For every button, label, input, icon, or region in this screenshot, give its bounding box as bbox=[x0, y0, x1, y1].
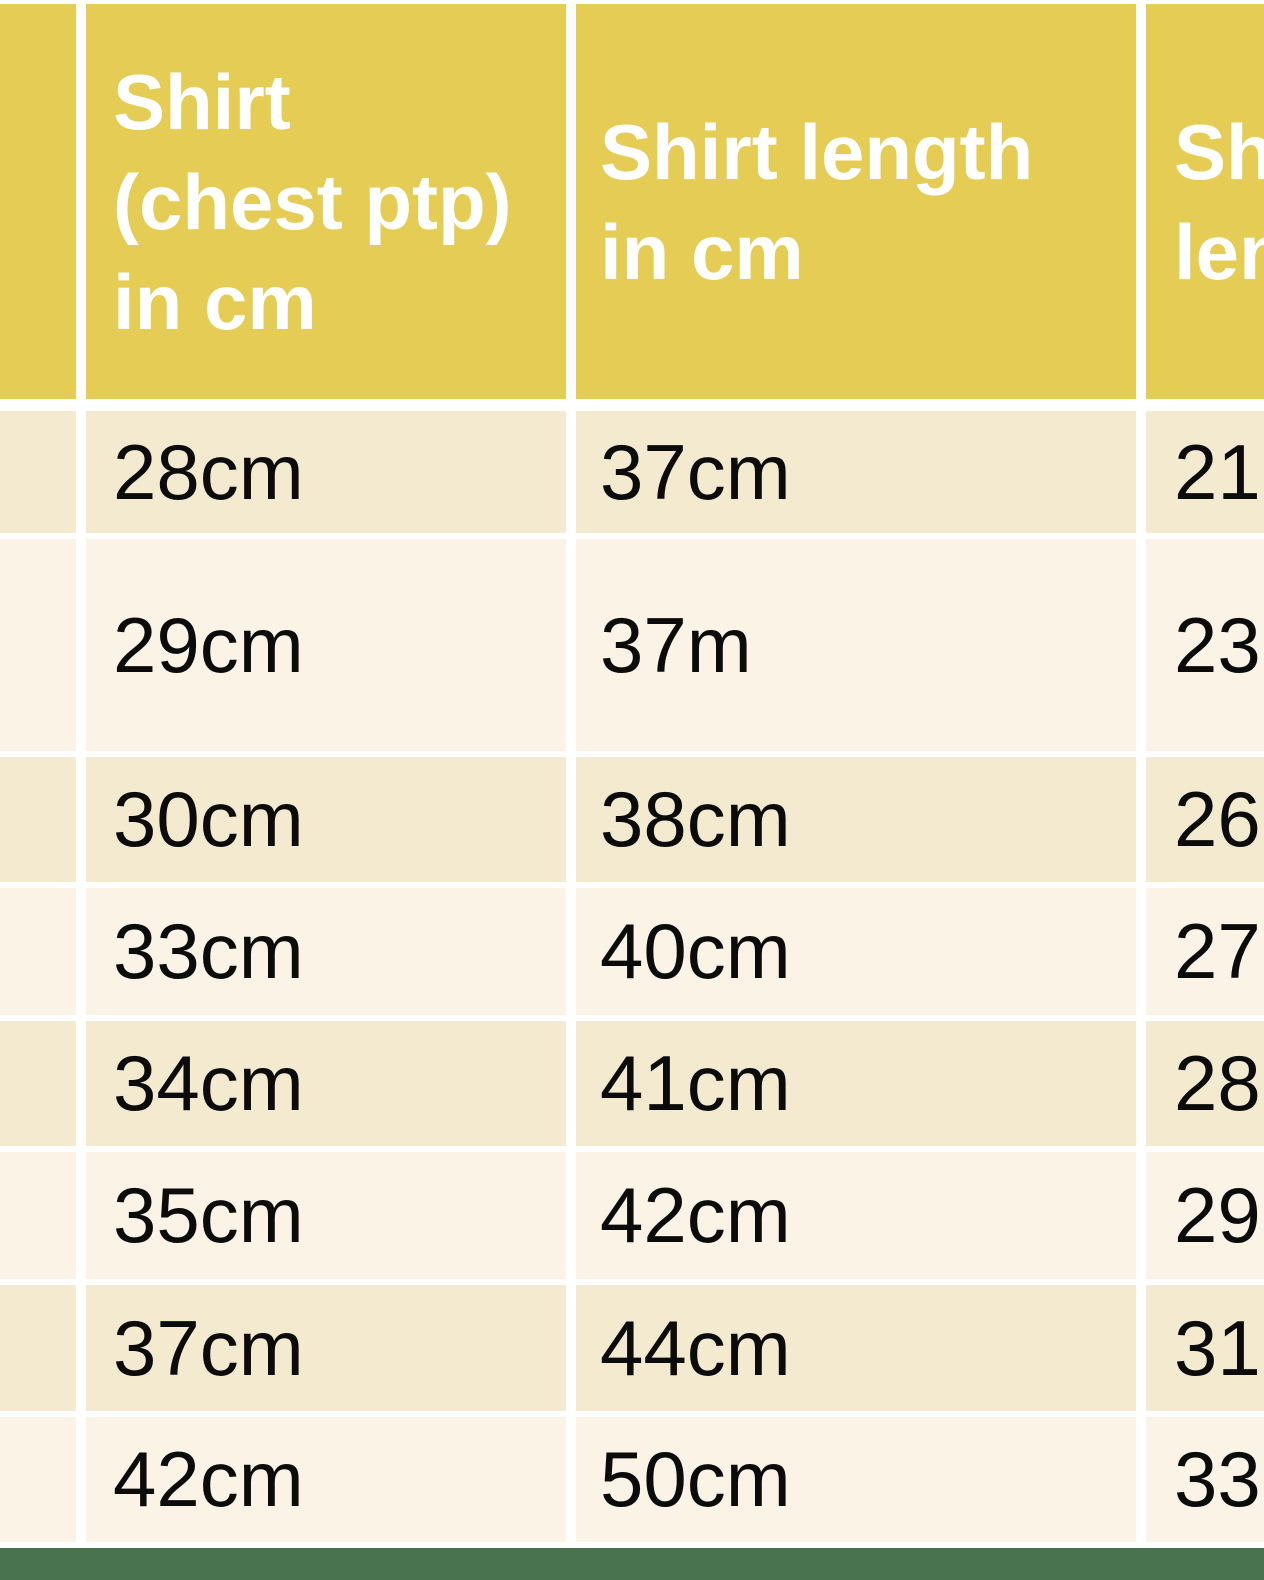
row-label-cell bbox=[0, 539, 76, 751]
third-value-cell: 33 bbox=[1146, 1417, 1264, 1542]
row-label-cell bbox=[0, 411, 76, 533]
header-cell-chest-text: Shirt (chest ptp) in cm bbox=[113, 57, 512, 346]
green-footer-bar bbox=[0, 1548, 1264, 1580]
header-cell-length: Shirt length in cm bbox=[576, 4, 1136, 399]
chest-value-cell: 35cm bbox=[86, 1152, 566, 1279]
table-row: 29cm 37m 23 bbox=[0, 539, 1264, 751]
row-label-cell bbox=[0, 1417, 76, 1542]
third-value-cell: 21 bbox=[1146, 411, 1264, 533]
row-label-cell bbox=[0, 1285, 76, 1411]
chest-value-cell: 30cm bbox=[86, 757, 566, 882]
chest-value-cell: 37cm bbox=[86, 1285, 566, 1411]
third-value-cell: 26 bbox=[1146, 757, 1264, 882]
third-value-cell: 31 bbox=[1146, 1285, 1264, 1411]
chest-value-cell: 29cm bbox=[86, 539, 566, 751]
header-cell-third-text: Sh len bbox=[1174, 107, 1264, 296]
length-value-cell: 40cm bbox=[576, 888, 1136, 1015]
table-row: 30cm 38cm 26 bbox=[0, 757, 1264, 882]
table-row: 34cm 41cm 28 bbox=[0, 1021, 1264, 1146]
table-row: 42cm 50cm 33 bbox=[0, 1417, 1264, 1542]
third-value-cell: 29 bbox=[1146, 1152, 1264, 1279]
length-value-cell: 50cm bbox=[576, 1417, 1136, 1542]
header-cell-label bbox=[0, 4, 76, 399]
table-row: 35cm 42cm 29 bbox=[0, 1152, 1264, 1279]
header-cell-chest: Shirt (chest ptp) in cm bbox=[86, 4, 566, 399]
row-label-cell bbox=[0, 757, 76, 882]
chest-value-cell: 33cm bbox=[86, 888, 566, 1015]
third-value-cell: 27 bbox=[1146, 888, 1264, 1015]
length-value-cell: 38cm bbox=[576, 757, 1136, 882]
header-cell-length-text: Shirt length in cm bbox=[600, 107, 1034, 296]
header-row: Shirt (chest ptp) in cm Shirt length in … bbox=[0, 4, 1264, 399]
length-value-cell: 41cm bbox=[576, 1021, 1136, 1146]
length-value-cell: 42cm bbox=[576, 1152, 1136, 1279]
table-row: 33cm 40cm 27 bbox=[0, 888, 1264, 1015]
chest-value-cell: 42cm bbox=[86, 1417, 566, 1542]
length-value-cell: 44cm bbox=[576, 1285, 1136, 1411]
table-row: 37cm 44cm 31 bbox=[0, 1285, 1264, 1411]
length-value-cell: 37m bbox=[576, 539, 1136, 751]
chest-value-cell: 28cm bbox=[86, 411, 566, 533]
size-chart-table: Shirt (chest ptp) in cm Shirt length in … bbox=[0, 4, 1264, 1548]
row-label-cell bbox=[0, 1152, 76, 1279]
table-row: 28cm 37cm 21 bbox=[0, 411, 1264, 533]
header-cell-third: Sh len bbox=[1146, 4, 1264, 399]
third-value-cell: 28 bbox=[1146, 1021, 1264, 1146]
row-label-cell bbox=[0, 1021, 76, 1146]
row-label-cell bbox=[0, 888, 76, 1015]
third-value-cell: 23 bbox=[1146, 539, 1264, 751]
chest-value-cell: 34cm bbox=[86, 1021, 566, 1146]
length-value-cell: 37cm bbox=[576, 411, 1136, 533]
